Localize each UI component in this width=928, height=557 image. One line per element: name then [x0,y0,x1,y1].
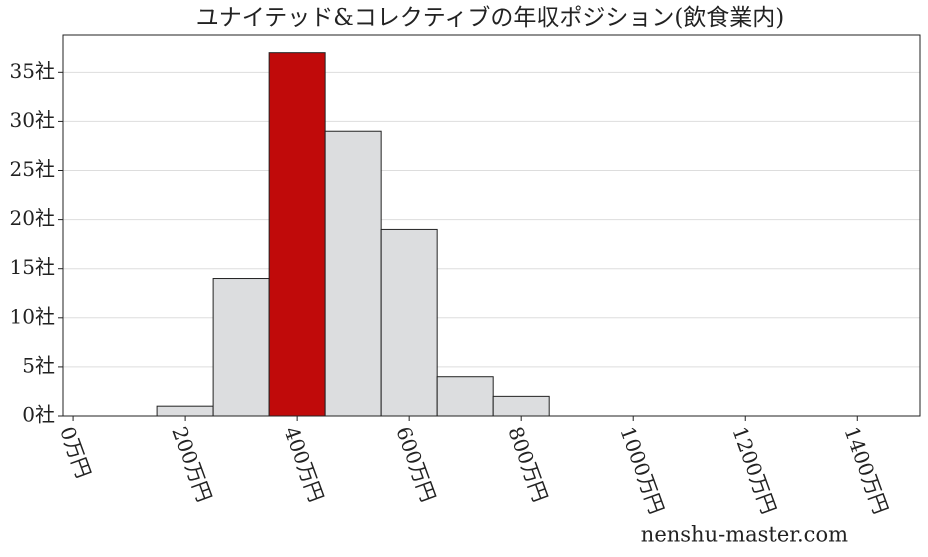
bar [212,278,270,417]
y-tick-label: 0社 [22,403,55,427]
x-tick-label: 400万円 [279,423,328,505]
bar [436,376,494,417]
bar [156,405,214,417]
y-tick-label: 35社 [10,59,55,83]
plot-frame [62,34,921,417]
x-tick-label: 800万円 [503,423,552,505]
bar [324,130,382,417]
x-tick-label: 1200万円 [727,423,781,517]
bar [492,395,550,417]
y-tick-label: 25社 [10,157,55,181]
y-tick-label: 20社 [10,206,55,230]
x-tick-label: 1000万円 [615,423,669,517]
y-tick-label: 30社 [10,108,55,132]
watermark: nenshu-master.com [641,523,848,547]
y-tick-label: 10社 [10,304,55,328]
bar [380,228,438,417]
x-tick-label: 600万円 [391,423,440,505]
x-tick-label: 0万円 [55,423,96,481]
chart-title: ユナイテッド&コレクティブの年収ポジション(飲食業内) [196,5,785,31]
y-tick-label: 15社 [10,255,55,279]
x-tick-label: 200万円 [167,423,216,505]
y-tick-label: 5社 [22,353,55,377]
x-tick-label: 1400万円 [839,423,893,517]
bar [268,52,326,417]
